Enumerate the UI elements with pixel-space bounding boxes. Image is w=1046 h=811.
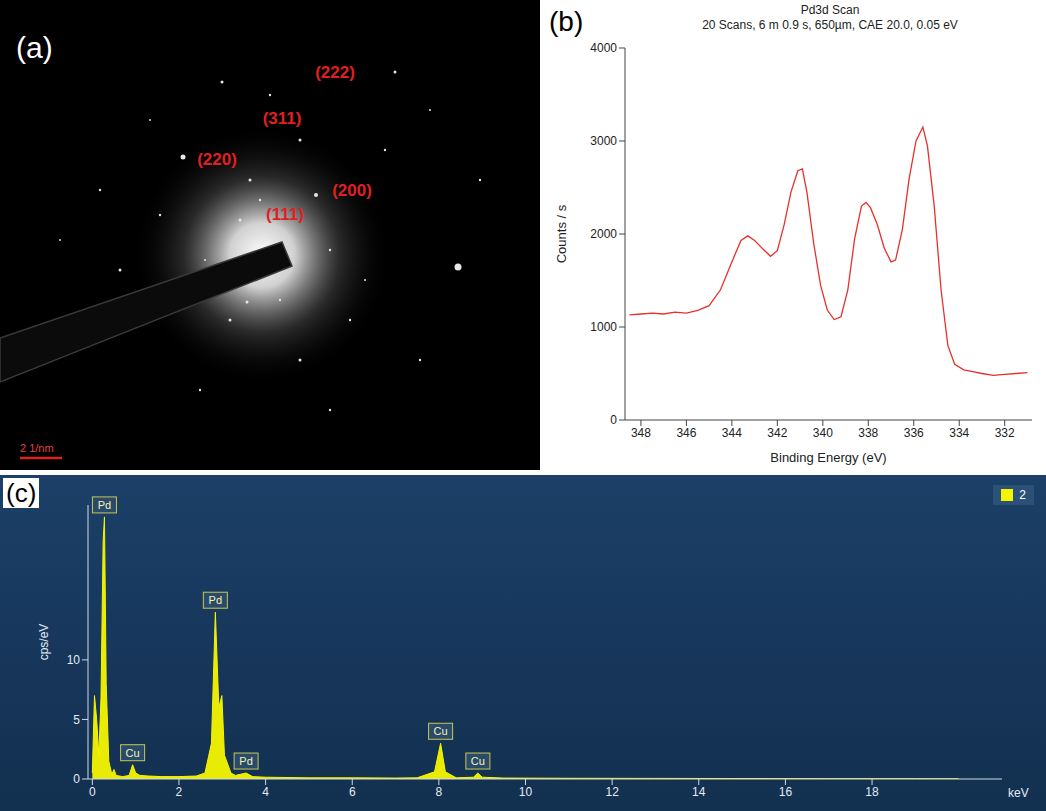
svg-text:5: 5 bbox=[73, 713, 80, 727]
svg-text:(311): (311) bbox=[263, 109, 302, 128]
svg-text:Cu: Cu bbox=[126, 747, 140, 759]
svg-text:0: 0 bbox=[89, 785, 96, 799]
svg-text:2000: 2000 bbox=[590, 227, 617, 241]
svg-text:Pd: Pd bbox=[98, 499, 111, 511]
svg-text:(222): (222) bbox=[315, 63, 355, 82]
svg-text:(111): (111) bbox=[266, 205, 304, 224]
svg-text:Pd: Pd bbox=[239, 755, 252, 767]
svg-text:Cu: Cu bbox=[434, 725, 448, 737]
svg-text:340: 340 bbox=[813, 426, 833, 440]
svg-text:Binding Energy (eV): Binding Energy (eV) bbox=[770, 450, 886, 465]
svg-text:342: 342 bbox=[767, 426, 787, 440]
html-text:(b): (b) bbox=[549, 6, 584, 37]
svg-text:348: 348 bbox=[631, 426, 651, 440]
svg-text:(220): (220) bbox=[197, 150, 237, 169]
svg-text:14: 14 bbox=[692, 785, 706, 799]
svg-text:344: 344 bbox=[722, 426, 742, 440]
svg-text:4000: 4000 bbox=[590, 41, 617, 55]
svg-text:2: 2 bbox=[176, 785, 183, 799]
svg-text:10: 10 bbox=[519, 785, 533, 799]
svg-text:332: 332 bbox=[995, 426, 1015, 440]
svg-text:1000: 1000 bbox=[590, 320, 617, 334]
svg-text:12: 12 bbox=[605, 785, 619, 799]
html-text:20 Scans, 6 m 0.9 s, 650µm, CA: 20 Scans, 6 m 0.9 s, 650µm, CAE 20.0, 0.… bbox=[702, 18, 958, 32]
svg-text:16: 16 bbox=[779, 785, 793, 799]
svg-text:338: 338 bbox=[858, 426, 878, 440]
svg-text:0: 0 bbox=[610, 413, 617, 427]
svg-text:334: 334 bbox=[949, 426, 969, 440]
svg-text:Cu: Cu bbox=[471, 755, 485, 767]
svg-text:336: 336 bbox=[904, 426, 924, 440]
svg-text:Pd: Pd bbox=[209, 594, 222, 606]
svg-text:2 1/nm: 2 1/nm bbox=[20, 442, 54, 454]
svg-text:0: 0 bbox=[73, 772, 80, 786]
svg-text:4: 4 bbox=[262, 785, 269, 799]
svg-text:3000: 3000 bbox=[590, 134, 617, 148]
svg-text:10: 10 bbox=[67, 653, 81, 667]
html-text:(c): (c) bbox=[6, 478, 37, 508]
svg-text:18: 18 bbox=[865, 785, 879, 799]
svg-text:346: 346 bbox=[676, 426, 696, 440]
svg-text:keV: keV bbox=[1008, 786, 1029, 800]
svg-text:6: 6 bbox=[349, 785, 356, 799]
svg-text:cps/eV: cps/eV bbox=[37, 624, 51, 661]
svg-text:(200): (200) bbox=[332, 181, 372, 200]
html-text:2: 2 bbox=[1019, 488, 1026, 502]
html-text:Pd3d Scan: Pd3d Scan bbox=[800, 3, 860, 17]
svg-text:(a): (a) bbox=[16, 31, 53, 64]
svg-text:Counts / s: Counts / s bbox=[554, 204, 569, 263]
svg-text:8: 8 bbox=[436, 785, 443, 799]
